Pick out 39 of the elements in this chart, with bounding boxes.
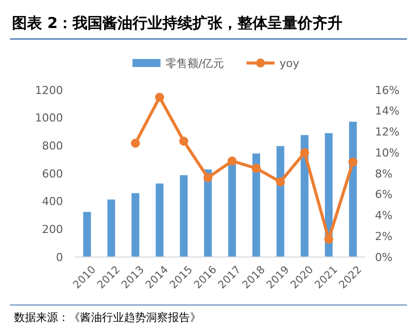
y-tick-label: 600: [42, 167, 63, 180]
point: [300, 148, 310, 158]
y2-tick-label: 2%: [375, 230, 392, 243]
y2-tick-label: 10%: [375, 146, 400, 160]
y-tick-label: 400: [42, 195, 63, 208]
point: [130, 138, 140, 148]
bar: [156, 184, 164, 257]
y2-tick-label: 6%: [375, 188, 392, 202]
point: [155, 92, 164, 102]
point: [179, 136, 188, 146]
bar: [180, 175, 188, 257]
bar: [204, 169, 212, 257]
bar: [83, 212, 91, 257]
y-tick-label: 0: [56, 250, 63, 264]
point: [252, 164, 261, 173]
y-tick-label: 1000: [35, 112, 63, 125]
bar: [107, 200, 116, 257]
point: [324, 234, 334, 244]
source-note: 数据来源：《酱油行业趋势洞察报告》: [14, 311, 201, 324]
y-tick-label: 800: [42, 140, 63, 153]
y2-tick-label: 16%: [375, 84, 400, 97]
bar: [276, 146, 284, 257]
legend-label: yoy: [280, 56, 300, 70]
y2-tick-label: 12%: [375, 126, 400, 139]
legend-label: 零售额/亿元: [166, 56, 224, 70]
y2-tick-label: 8%: [375, 167, 392, 180]
y2-tick-label: 4%: [375, 209, 392, 222]
chart-title: 图表 2：我国酱油行业持续扩张，整体呈量价齐升: [12, 14, 343, 32]
bar: [349, 122, 357, 257]
point: [203, 173, 212, 182]
y-tick-label: 200: [42, 223, 63, 236]
y2-tick-label: 0%: [375, 250, 392, 264]
bar: [132, 193, 140, 257]
point: [348, 158, 358, 167]
bar: [300, 135, 308, 257]
y2-tick-label: 14%: [375, 104, 400, 118]
point: [276, 177, 285, 186]
point: [228, 156, 237, 166]
y-tick-label: 1200: [35, 84, 63, 97]
